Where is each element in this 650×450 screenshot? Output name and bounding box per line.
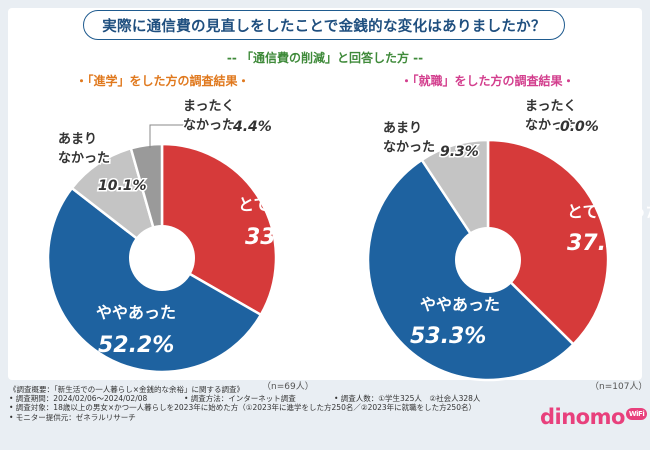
pie0-label-2-line2: なかった	[58, 151, 110, 166]
pie1-value-0: 37.4%	[567, 231, 643, 256]
pie1-slice-0	[486, 138, 610, 347]
pie1-value-2: 9.3%	[440, 144, 479, 160]
logo-badge: WiFi	[625, 408, 648, 420]
footer-target: • 調査対象：18歳以上の男女×かつ一人暮らしを2023年に始めた方（①2023…	[9, 403, 476, 413]
footer-source: • モニター提供元：ゼネラルリサーチ	[9, 412, 136, 422]
pie1-label-3-line2: なかった	[525, 118, 577, 133]
pie1-label-2-line2: なかった	[383, 140, 435, 155]
page-title: 実際に通信費の見直しをしたことで金銭的な変化はありましたか？	[83, 10, 565, 40]
pie1-label-0: とてもあった	[567, 202, 650, 221]
chart-title-left: ・「進学」をした方の調査結果・	[75, 74, 250, 88]
pie0-value-2: 10.1%	[98, 178, 147, 194]
footer-method: • 調査方法：インターネット調査	[184, 394, 296, 404]
n-label-right: （n=107人）	[590, 382, 648, 392]
logo-text: dinomo	[540, 405, 625, 429]
pie0-label-0: とてもあった	[238, 195, 333, 214]
pie0-label-2: あまり	[58, 132, 97, 147]
pie0-leader-line	[149, 124, 190, 148]
footer-period: • 調査期間：2024/02/06〜2024/02/08	[9, 394, 148, 404]
pie0-label-3-line2: なかった	[183, 118, 235, 133]
pie0-center-hole	[129, 225, 195, 291]
pie0-label-1: ややあった	[96, 303, 176, 322]
footer-count: • 調査人数：①学生325人 ②社会人328人	[334, 394, 481, 404]
subtitle: -- 「通信費の削減」と回答した方 --	[226, 51, 424, 65]
pie1-label-2: あまり	[383, 121, 422, 136]
chart-title-right: ・「就職」をした方の調査結果・	[400, 74, 575, 88]
pie0-slice-2	[70, 146, 165, 262]
pie1-center-hole	[455, 227, 521, 293]
dinomo-logo: dinomo WiFi	[540, 405, 648, 431]
footer-line-1: 《調査概要：「新生活での一人暮らし×金銭的な余裕」に関する調査》	[9, 385, 245, 394]
pie0-value-0: 33.3%	[245, 225, 321, 250]
n-label-left: （n=69人）	[262, 382, 314, 392]
survey-footer: 《調査概要：「新生活での一人暮らし×金銭的な余裕」に関する調査》 • 調査期間：…	[9, 385, 529, 422]
pie1-label-3: まったく	[525, 99, 576, 114]
pie0-value-1: 52.2%	[98, 333, 174, 358]
pie1-value-1: 53.3%	[410, 324, 486, 349]
pie0-label-3: まったく	[183, 99, 234, 114]
pie1-slice-2	[420, 138, 490, 265]
pie1-value-3: 0.0%	[560, 119, 599, 135]
pie0-value-3: 4.4%	[232, 119, 272, 135]
pie1-label-1: ややあった	[420, 295, 500, 314]
